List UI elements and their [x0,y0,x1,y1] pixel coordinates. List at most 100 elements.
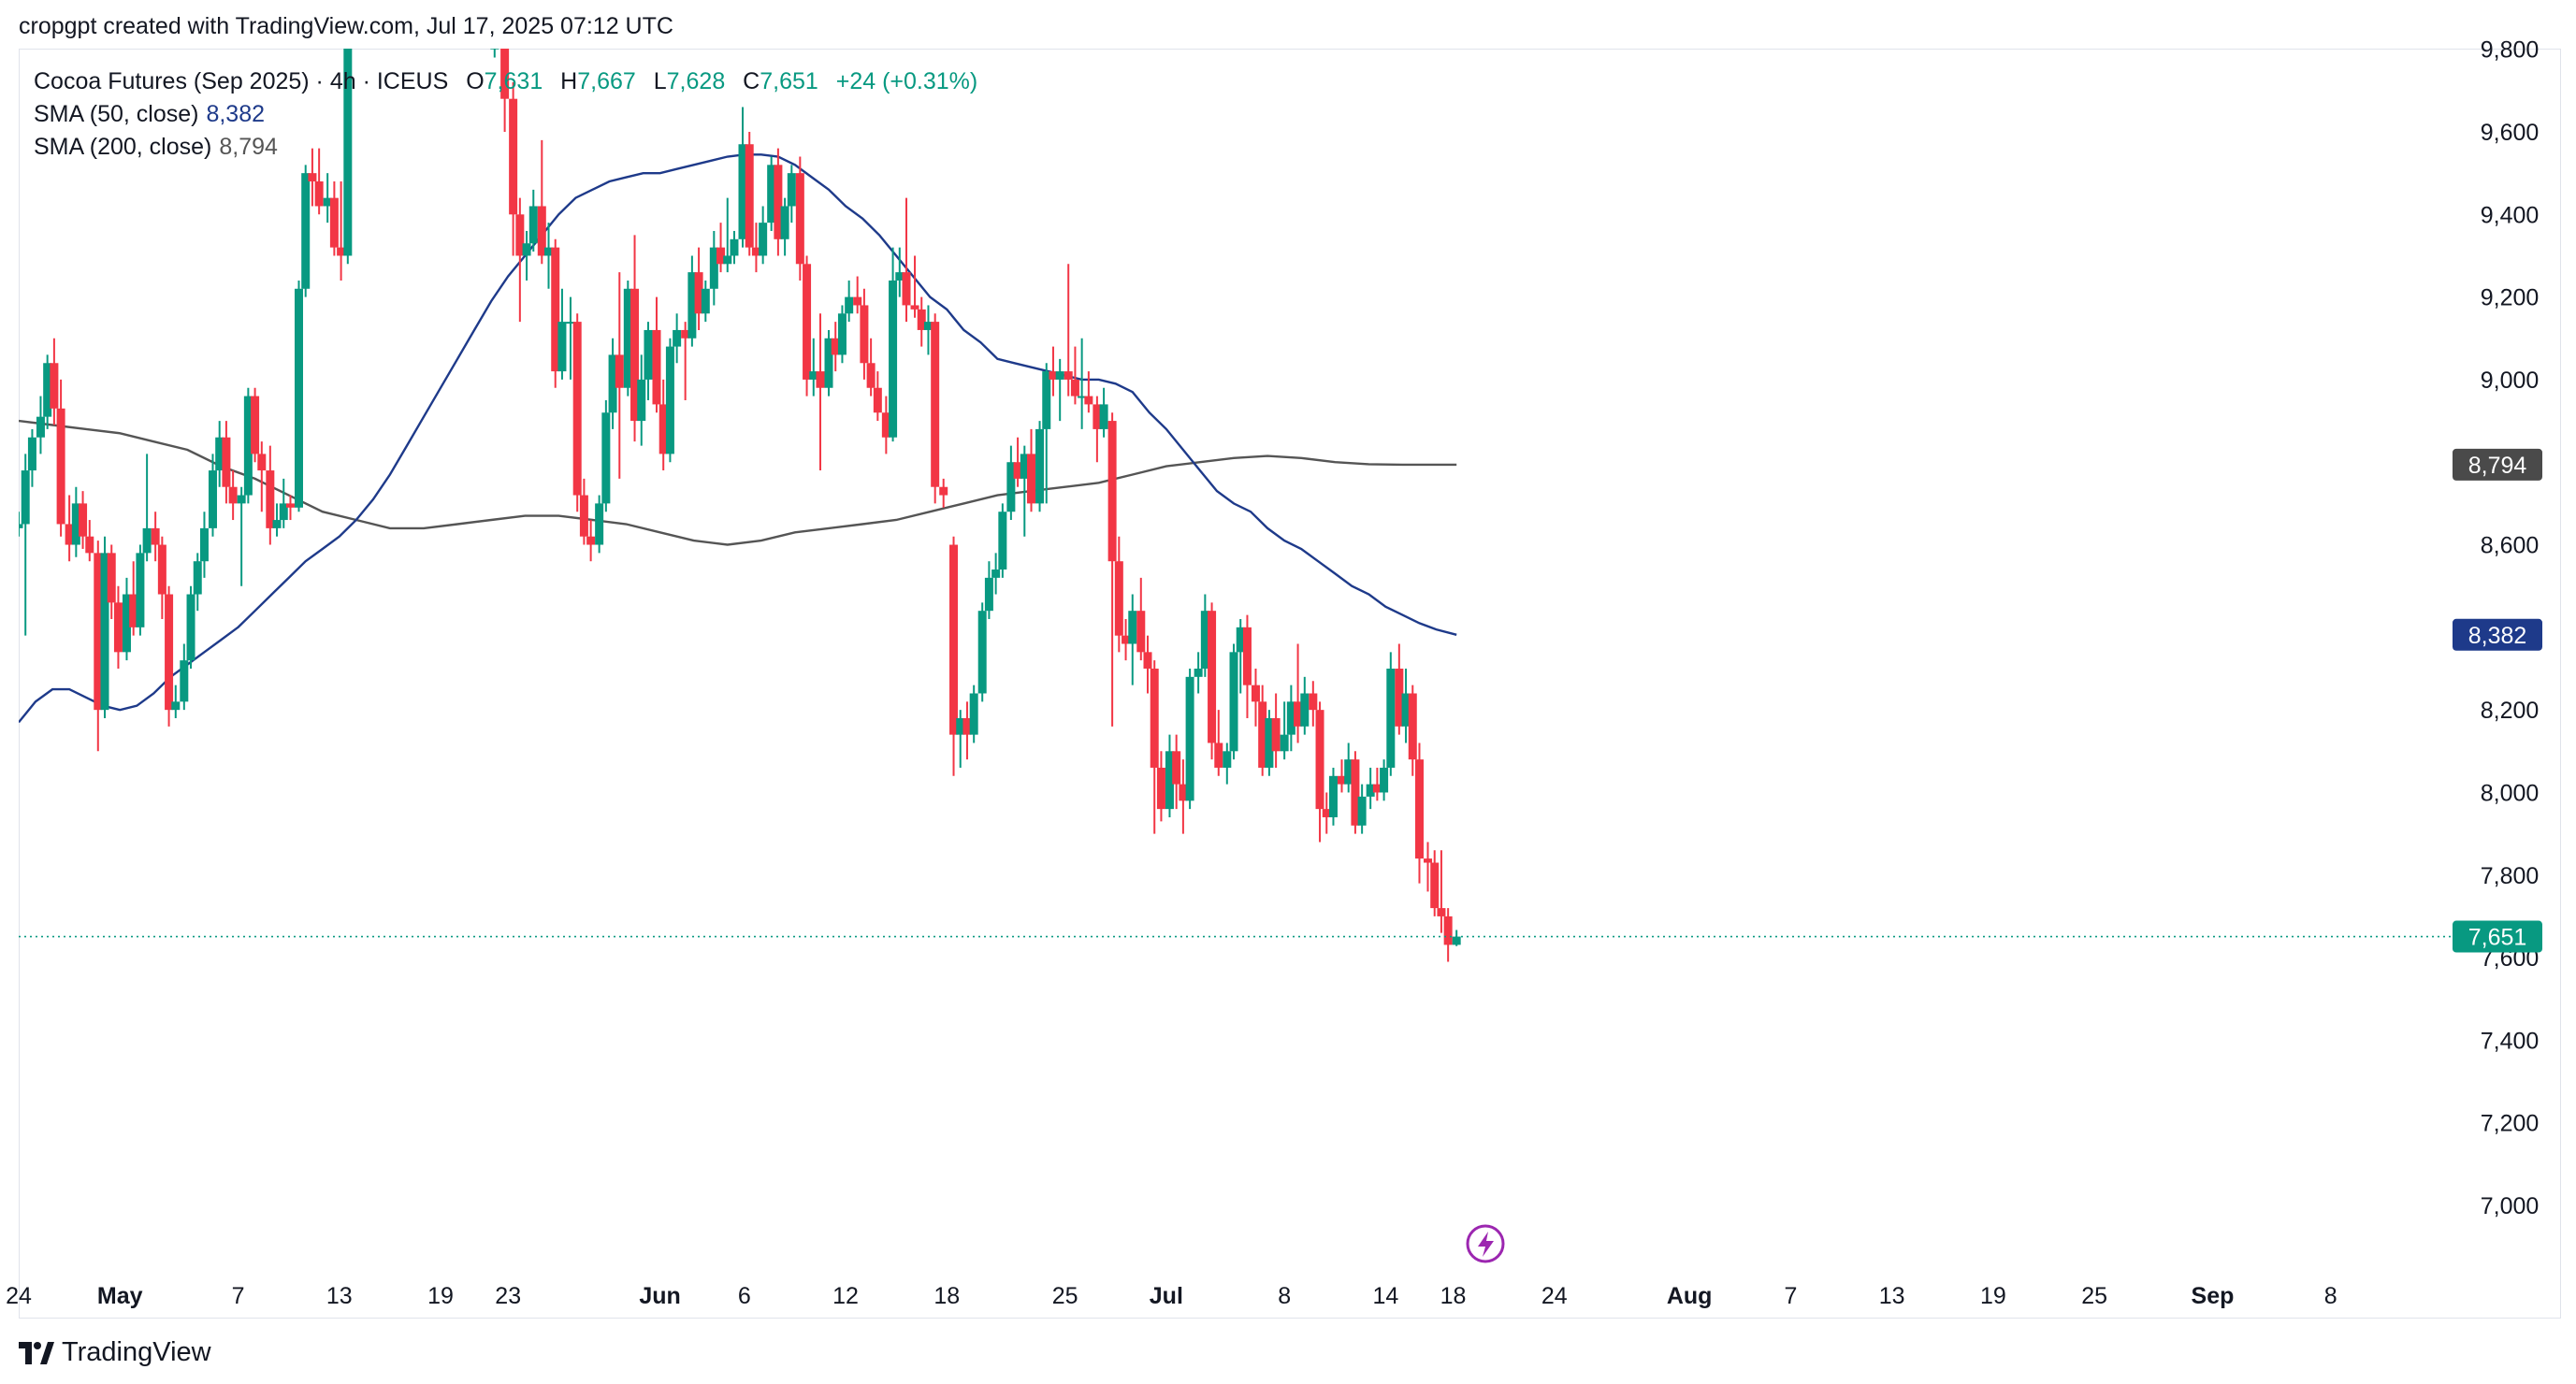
legend-sma200-row[interactable]: SMA (200, close) 8,794 [34,131,977,164]
candle [1251,669,1260,727]
candle-body [1156,767,1165,810]
candle-body [1143,652,1152,669]
candle-body [759,223,768,256]
low-label: L [653,68,667,94]
candle-body [853,296,862,306]
candle [787,165,796,223]
sma200-badge-label: 8,794 [2468,453,2527,479]
candle-body [652,329,661,405]
candle-body [601,412,611,504]
candle [665,338,674,463]
candle [157,536,166,620]
lightning-icon[interactable] [1466,1224,1505,1263]
candle [652,296,661,413]
candle [949,536,959,776]
open-value: 7,631 [484,68,543,94]
sma200-label: SMA (200, close) [34,134,212,160]
candle-body [294,288,303,508]
candle-body [1236,627,1245,653]
candle [1070,346,1079,405]
candle [237,486,246,586]
candle-body [586,536,596,545]
candle-body [537,206,546,256]
candle-body [1344,759,1353,785]
candle-body [237,495,246,504]
candle-body [831,338,840,355]
candle-body [107,553,116,603]
candle [222,421,231,504]
candle [809,338,818,396]
candle [1055,358,1064,422]
y-tick-label: 7,000 [2481,1193,2540,1219]
candle-body [1408,693,1417,760]
candle-body [780,206,789,239]
candle-body [956,717,965,735]
candle [566,296,575,380]
tradingview-brand[interactable]: TradingView [19,1337,211,1368]
sma50-value: 8,382 [206,101,266,127]
candle [1200,594,1209,677]
candle [323,173,332,223]
candle-body [1443,915,1453,945]
candle-body [1280,734,1289,752]
candle-body [1328,775,1338,817]
candle-body [608,354,617,413]
sma200-badge: 8,794 [2453,448,2542,481]
x-tick-label: 13 [1879,1283,1905,1309]
candle [1401,669,1411,743]
candle-body [1430,862,1440,909]
symbol-title[interactable]: Cocoa Futures (Sep 2025) · 4h · ICEUS [34,68,449,94]
candle [136,544,145,636]
candle [343,49,353,265]
y-tick-label: 7,200 [2481,1111,2540,1137]
candle-body [1351,759,1360,826]
candle-body [1286,701,1295,735]
candle-body [873,387,882,413]
candle [1322,792,1331,834]
candle [1280,701,1289,760]
candle [1271,693,1281,768]
candle [1344,742,1353,793]
candle-body [615,354,624,388]
legend-sma50-row[interactable]: SMA (50, close) 8,382 [34,98,977,131]
candle-body [243,396,253,496]
candle [107,544,116,620]
candle-body [931,322,940,487]
sma200-value: 8,794 [219,134,278,160]
candle-body [1414,759,1424,859]
candle-body [1395,669,1404,727]
candle-body [1315,710,1324,810]
y-tick-label: 9,600 [2481,120,2540,146]
candle [100,536,109,718]
sma50-badge-box [2453,618,2542,651]
candle-body [50,363,59,409]
brand-name: TradingView [62,1337,211,1367]
candle [56,379,65,537]
candle-body [56,408,65,525]
candle [1437,850,1446,933]
candle-body [658,404,668,454]
candle-body [984,577,993,612]
candle [956,710,965,768]
candle-body [630,288,640,422]
candle-body [949,544,959,735]
candle-body [751,247,760,256]
high-value: 7,667 [577,68,636,94]
x-tick-label: May [97,1283,143,1309]
candle [1035,421,1045,512]
candle-body [1172,751,1181,785]
candle-body [709,247,718,289]
x-tick-label: Jun [639,1283,680,1309]
candle-body [1027,454,1036,504]
candle-body [71,503,80,545]
candle-body [962,717,972,735]
candle-body [969,693,978,735]
candle-body [1136,611,1146,653]
candle [1229,643,1238,760]
candle [1328,767,1338,826]
candle-body [1165,751,1174,810]
candle-body [180,660,189,702]
candle-body [329,197,339,248]
candle-body [1107,421,1117,562]
